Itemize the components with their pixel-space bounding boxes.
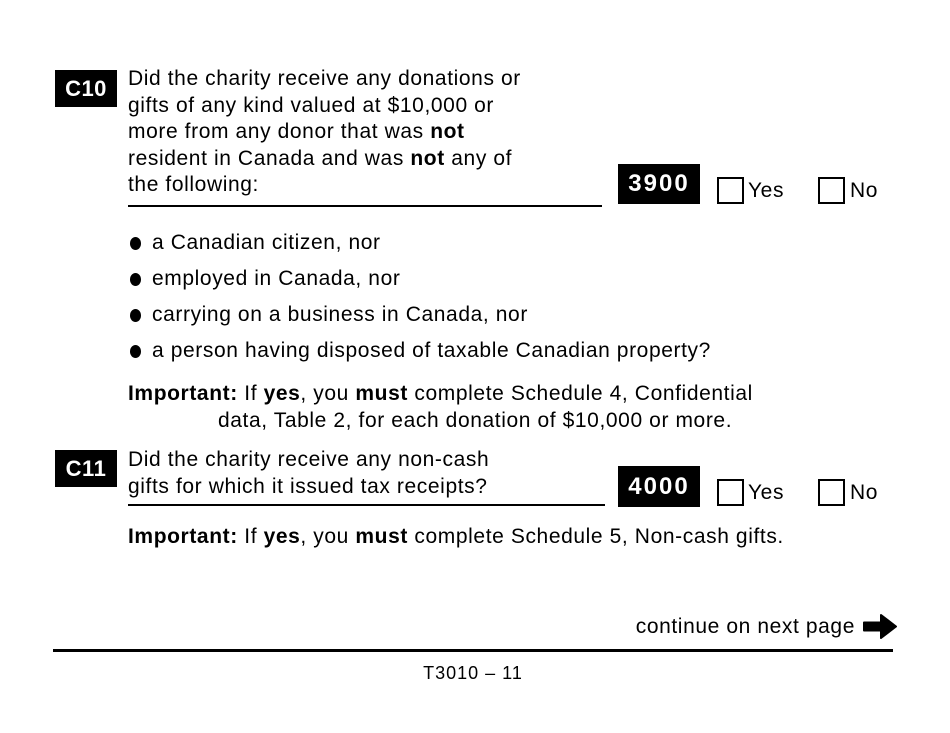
footer-rule: [53, 649, 893, 652]
important-line: data, Table 2, for each donation of $10,…: [218, 408, 733, 432]
c10-code-text: 3900: [628, 170, 690, 197]
c10-no-checkbox[interactable]: [818, 177, 845, 204]
question-line: resident in Canada and was not any of: [128, 146, 513, 170]
list-item: a Canadian citizen, nor: [130, 231, 381, 255]
important-line: Important: If yes, you must complete Sch…: [128, 525, 784, 548]
question-line: Did the charity receive any non-cash: [128, 448, 490, 471]
c10-question-text: Did the charity receive any donations or…: [128, 66, 618, 199]
bullet-text: carrying on a business in Canada, nor: [152, 303, 528, 326]
c11-yes-label: Yes: [748, 481, 785, 504]
c10-answer-line: [128, 205, 602, 207]
list-item: a person having disposed of taxable Cana…: [130, 339, 711, 363]
c10-code-box: 3900: [618, 164, 700, 204]
section-label-c11: C11: [55, 450, 117, 487]
bullet-text: a person having disposed of taxable Cana…: [152, 339, 711, 362]
question-line: the following:: [128, 173, 259, 196]
c11-answer-line: [128, 504, 605, 506]
c11-code-box: 4000: [618, 466, 700, 507]
c10-yes-label: Yes: [748, 179, 785, 202]
bullet-text: employed in Canada, nor: [152, 267, 401, 290]
section-label-c10: C10: [55, 70, 117, 107]
c11-code-text: 4000: [628, 472, 690, 500]
bullet-text: a Canadian citizen, nor: [152, 231, 381, 254]
c11-yes-checkbox[interactable]: [717, 479, 744, 506]
question-line: gifts of any kind valued at $10,000 or: [128, 93, 495, 117]
c10-no-label: No: [850, 179, 879, 202]
question-line: Did the charity receive any donations or: [128, 67, 521, 90]
continue-note: continue on next page: [636, 612, 897, 641]
list-item: employed in Canada, nor: [130, 267, 400, 291]
bullet-icon: [130, 345, 141, 358]
page-number: T3010 – 11: [423, 663, 523, 683]
question-line: more from any donor that was not: [128, 120, 465, 143]
c11-important-note: Important: If yes, you must complete Sch…: [128, 524, 918, 551]
bullet-icon: [130, 237, 141, 250]
c10-yes-checkbox[interactable]: [717, 177, 744, 204]
bullet-icon: [130, 273, 141, 286]
arrow-right-icon: [863, 612, 897, 641]
section-label-c10-text: C10: [65, 75, 107, 101]
c11-no-checkbox[interactable]: [818, 479, 845, 506]
c11-question-text: Did the charity receive any non-cash gif…: [128, 447, 618, 500]
continue-text: continue on next page: [635, 614, 855, 638]
list-item: carrying on a business in Canada, nor: [130, 303, 528, 327]
c11-no-label: No: [850, 481, 879, 504]
important-line: Important: If yes, you must complete Sch…: [128, 382, 753, 405]
bullet-icon: [130, 309, 141, 322]
c10-important-note: Important: If yes, you must complete Sch…: [128, 381, 888, 434]
question-line: gifts for which it issued tax receipts?: [128, 474, 488, 498]
section-label-c11-text: C11: [65, 455, 107, 481]
